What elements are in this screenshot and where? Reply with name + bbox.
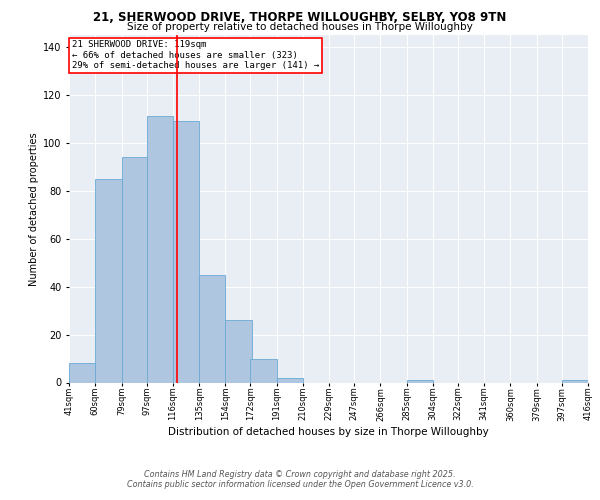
Bar — [562, 380, 588, 382]
Bar — [95, 179, 122, 382]
Bar — [250, 358, 277, 382]
Bar — [407, 380, 433, 382]
Text: 21 SHERWOOD DRIVE: 119sqm
← 66% of detached houses are smaller (323)
29% of semi: 21 SHERWOOD DRIVE: 119sqm ← 66% of detac… — [71, 40, 319, 70]
Bar — [122, 157, 148, 382]
Bar — [226, 320, 251, 382]
Bar — [69, 364, 95, 382]
Bar — [173, 122, 199, 382]
Bar — [146, 116, 173, 382]
Bar — [199, 274, 226, 382]
X-axis label: Distribution of detached houses by size in Thorpe Willoughby: Distribution of detached houses by size … — [168, 428, 489, 438]
Bar — [277, 378, 303, 382]
Text: 21, SHERWOOD DRIVE, THORPE WILLOUGHBY, SELBY, YO8 9TN: 21, SHERWOOD DRIVE, THORPE WILLOUGHBY, S… — [94, 11, 506, 24]
Text: Contains HM Land Registry data © Crown copyright and database right 2025.
Contai: Contains HM Land Registry data © Crown c… — [127, 470, 473, 489]
Y-axis label: Number of detached properties: Number of detached properties — [29, 132, 38, 286]
Text: Size of property relative to detached houses in Thorpe Willoughby: Size of property relative to detached ho… — [127, 22, 473, 32]
